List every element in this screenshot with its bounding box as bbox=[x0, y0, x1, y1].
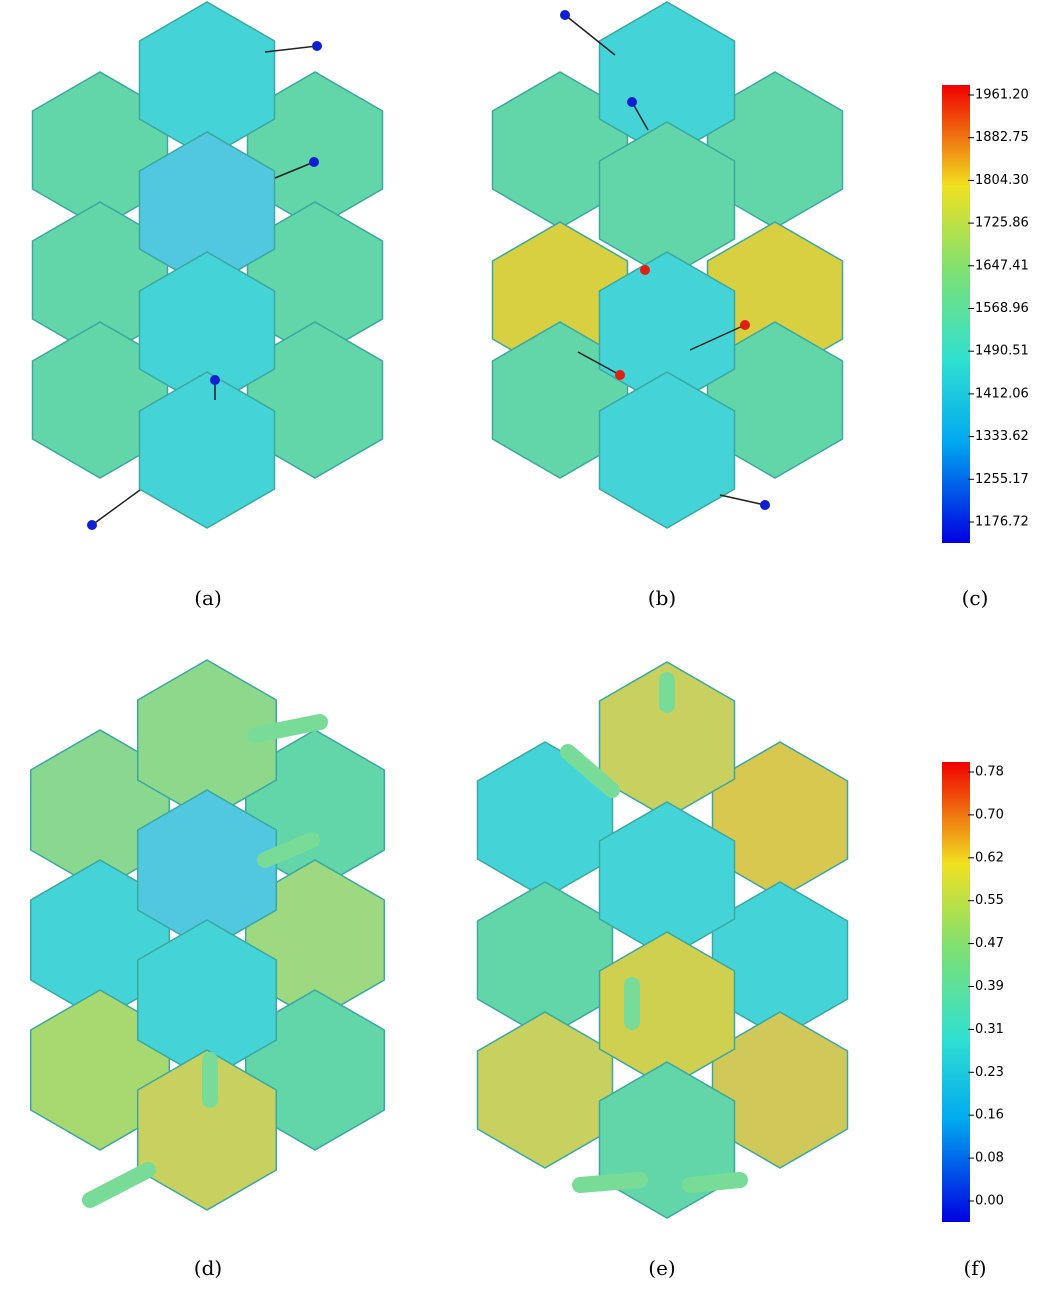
pin-head bbox=[210, 375, 220, 385]
colorbar-tick-label: 1255.17 bbox=[975, 472, 1029, 487]
pin bbox=[565, 15, 615, 55]
colorbar-tick-label: 1568.96 bbox=[975, 301, 1029, 316]
colorbar bbox=[942, 85, 970, 543]
colorbar-tick-label: 1176.72 bbox=[975, 515, 1029, 530]
colorbar-tick-label: 0.62 bbox=[975, 850, 1004, 865]
pin bbox=[92, 490, 140, 525]
tube bbox=[580, 1180, 640, 1185]
caption: (a) bbox=[194, 586, 222, 610]
tube bbox=[90, 1170, 148, 1200]
colorbar-tick-label: 1333.62 bbox=[975, 429, 1029, 444]
colorbar-tick-label: 0.16 bbox=[975, 1108, 1004, 1123]
colorbar-tick-label: 0.23 bbox=[975, 1065, 1004, 1080]
pin bbox=[720, 495, 765, 505]
pin-head bbox=[740, 320, 750, 330]
hex-cluster bbox=[478, 1012, 613, 1168]
colorbar-tick-label: 0.55 bbox=[975, 893, 1004, 908]
colorbar-tick-label: 1490.51 bbox=[975, 344, 1029, 359]
pin-head bbox=[760, 500, 770, 510]
figure: (a) (b) (c) (d) (e) (f) 1961.20 1882.75 18… bbox=[0, 0, 1046, 1300]
colorbar-tick-label: 1804.30 bbox=[975, 173, 1029, 188]
pin-head bbox=[640, 265, 650, 275]
colorbar-tick-label: 0.08 bbox=[975, 1151, 1004, 1166]
colorbar-tick-label: 1647.41 bbox=[975, 258, 1029, 273]
pin-head bbox=[312, 41, 322, 51]
colorbar-tick-label: 0.31 bbox=[975, 1022, 1004, 1037]
pin-head bbox=[87, 520, 97, 530]
colorbar-tick-label: 0.00 bbox=[975, 1194, 1004, 1209]
colorbar-tick-label: 0.78 bbox=[975, 765, 1004, 780]
colorbar bbox=[942, 762, 970, 1222]
pin-head bbox=[309, 157, 319, 167]
colorbar-tick-label: 1412.06 bbox=[975, 386, 1029, 401]
colorbar-tick-label: 0.39 bbox=[975, 979, 1004, 994]
caption: (f) bbox=[963, 1256, 986, 1280]
colorbar-tick-label: 1725.86 bbox=[975, 216, 1029, 231]
colorbar-tick-label: 0.47 bbox=[975, 936, 1004, 951]
colorbar-tick-label: 1882.75 bbox=[975, 130, 1029, 145]
caption: (b) bbox=[648, 586, 676, 610]
caption: (d) bbox=[194, 1256, 222, 1280]
pin-head bbox=[627, 97, 637, 107]
caption: (c) bbox=[962, 586, 989, 610]
pin-head bbox=[560, 10, 570, 20]
pin-head bbox=[615, 370, 625, 380]
colorbar-tick-label: 0.70 bbox=[975, 807, 1004, 822]
colorbar-tick-label: 1961.20 bbox=[975, 88, 1029, 103]
tube bbox=[690, 1180, 740, 1185]
caption: (e) bbox=[648, 1256, 675, 1280]
